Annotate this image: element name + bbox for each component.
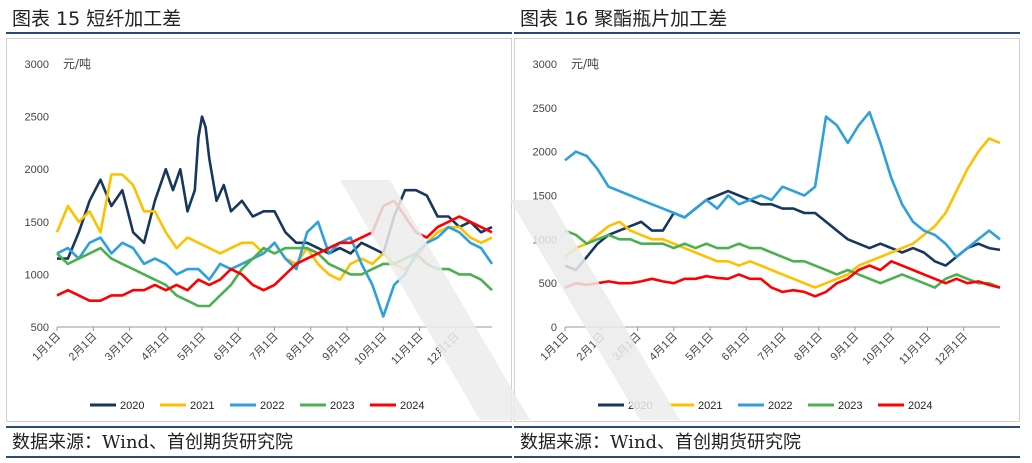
y-tick-label: 1000 — [25, 269, 49, 281]
x-tick-label: 7月1日 — [248, 331, 281, 364]
chart-frame: 3000 2500 2000 1500 1000 500 0 元/吨 1月1日 2月1日 3月1日 4… — [514, 38, 1020, 422]
series-line-2021 — [564, 137, 1001, 289]
chart-title: 图表 16 聚酯瓶片加工差 — [514, 4, 1020, 34]
x-tick-label: 3月1日 — [103, 331, 136, 364]
series-line-2024 — [56, 199, 493, 302]
x-tick-label: 1月1日 — [30, 331, 63, 364]
x-tick-label: 10月1日 — [860, 331, 897, 368]
y-tick-label: 0 — [551, 322, 557, 334]
y-tick-label: 500 — [31, 322, 49, 334]
chart-frame: 3000 2500 2000 1500 1000 500 元/吨 1月1日 2月1日 3月1日 4月… — [6, 38, 512, 422]
x-tick-label: 9月1日 — [320, 331, 353, 364]
legend-label-2022: 2022 — [768, 400, 792, 412]
legend-label-2020: 2020 — [120, 400, 144, 412]
x-tick-label: 6月1日 — [720, 331, 753, 364]
x-tick-label: 4月1日 — [647, 331, 680, 364]
x-tick-label: 4月1日 — [139, 331, 172, 364]
x-tick-label: 1月1日 — [538, 331, 571, 364]
y-tick-label: 2500 — [25, 112, 49, 124]
x-tick-label: 8月1日 — [792, 331, 825, 364]
source-note: 数据来源：Wind、首创期货研究院 — [6, 426, 512, 458]
line-chart-staple-fiber-spread: 3000 2500 2000 1500 1000 500 元/吨 1月1日 2月1日 3月1日 4月… — [25, 57, 494, 412]
x-tick-label: 5月1日 — [175, 331, 208, 364]
legend-label-2021: 2021 — [190, 400, 214, 412]
series-line-2023 — [56, 246, 493, 308]
legend-label-2024: 2024 — [908, 400, 932, 412]
y-tick-label: 500 — [539, 278, 557, 290]
legend-label-2021: 2021 — [698, 400, 722, 412]
source-note: 数据来源：Wind、首创期货研究院 — [514, 426, 1020, 458]
y-unit-label: 元/吨 — [63, 57, 91, 71]
legend-label-2023: 2023 — [838, 400, 862, 412]
y-tick-label: 2000 — [25, 164, 49, 176]
y-tick-label: 1000 — [533, 234, 557, 246]
chart-title: 图表 15 短纤加工差 — [6, 4, 512, 34]
x-tick-label: 11月1日 — [897, 331, 933, 367]
x-tick-label: 3月1日 — [611, 331, 644, 364]
y-tick-label: 2000 — [533, 147, 557, 159]
y-tick-label: 3000 — [25, 59, 49, 71]
legend-label-2024: 2024 — [400, 400, 424, 412]
line-chart-bottle-chip-spread: 3000 2500 2000 1500 1000 500 0 元/吨 1月1日 2月1日 3月1日 4… — [533, 57, 1001, 412]
x-tick-label: 11月1日 — [389, 331, 425, 367]
x-tick-label: 2月1日 — [67, 331, 100, 364]
x-tick-label: 10月1日 — [352, 331, 389, 368]
y-tick-label: 3000 — [533, 59, 557, 71]
x-tick-label: 7月1日 — [756, 331, 789, 364]
y-tick-label: 2500 — [533, 103, 557, 115]
x-tick-label: 5月1日 — [683, 331, 716, 364]
legend-label-2023: 2023 — [330, 400, 354, 412]
x-tick-label: 12月1日 — [425, 331, 462, 368]
x-tick-label: 6月1日 — [212, 331, 245, 364]
x-tick-label: 2月1日 — [575, 331, 608, 364]
x-tick-label: 8月1日 — [284, 331, 317, 364]
y-tick-label: 1500 — [25, 217, 49, 229]
x-tick-label: 12月1日 — [933, 331, 970, 368]
chart-panel-right: 图表 16 聚酯瓶片加工差 3000 2500 2000 1500 1000 500 0 元/… — [514, 0, 1024, 463]
legend-label-2022: 2022 — [260, 400, 284, 412]
x-tick-label: 9月1日 — [828, 331, 861, 364]
series-line-2024 — [564, 260, 1001, 298]
legend-label-2020: 2020 — [628, 400, 652, 412]
y-tick-label: 1500 — [533, 191, 557, 203]
series-line-2022 — [564, 110, 1001, 259]
chart-panel-left: 图表 15 短纤加工差 3000 2500 2000 1500 1000 500 元/吨 1月… — [6, 0, 516, 463]
y-unit-label: 元/吨 — [571, 57, 599, 71]
